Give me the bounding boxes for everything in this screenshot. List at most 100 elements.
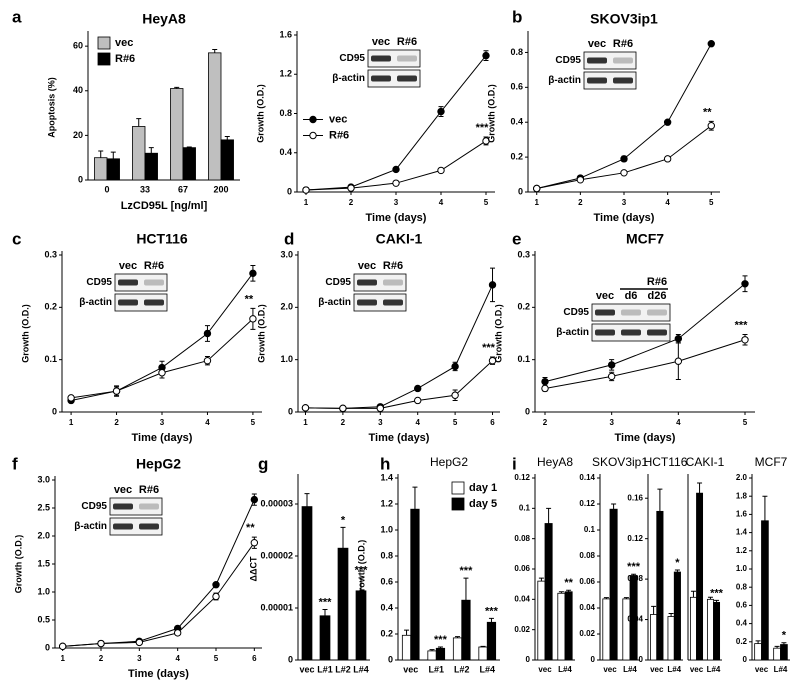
blot-frame: [583, 71, 637, 90]
y-tick-label: 0: [526, 655, 531, 664]
y-tick-label: 0.2: [510, 151, 523, 161]
blot-band: [357, 279, 377, 286]
y-tick-label: 0.08: [514, 534, 530, 543]
y-tick-label: 0.00001: [260, 602, 293, 612]
inset-lane: R#6: [397, 36, 417, 48]
y-tick-label: 40: [73, 85, 83, 95]
bar: [301, 506, 313, 661]
blot-band: [113, 523, 133, 530]
inset-row: β-actin: [79, 297, 112, 308]
significance: ***: [319, 596, 333, 608]
x-tick-label: 2: [349, 198, 354, 207]
significance: ***: [434, 634, 448, 646]
data-point: [741, 336, 749, 344]
error-bar: [623, 597, 629, 599]
y-tick-label: 0: [639, 655, 644, 664]
x-tick-label: 67: [178, 184, 188, 194]
bar: [478, 646, 488, 661]
blot-band: [144, 299, 164, 306]
y-axis-label: Growth (O.D.): [493, 304, 503, 363]
error-bar: [611, 503, 617, 510]
legend-label: vec: [329, 113, 347, 125]
inset-lane: vec: [114, 484, 132, 496]
legend-swatch: [97, 52, 111, 66]
y-tick-label: 3.0: [280, 249, 293, 259]
data-point: [302, 186, 310, 194]
blot-frame: [367, 49, 421, 68]
x-tick-label: L#1: [317, 664, 333, 674]
data-point: [347, 184, 355, 192]
y-tick-label: 0.14: [579, 473, 595, 482]
data-point: [392, 165, 400, 174]
panel-label: f: [12, 454, 18, 473]
x-tick-label: 33: [140, 184, 150, 194]
y-tick-label: 2.0: [37, 530, 50, 540]
y-tick-label: 0: [287, 186, 292, 196]
significance: ***: [476, 122, 490, 134]
x-tick-label: 4: [439, 198, 444, 207]
x-tick-label: 2: [99, 654, 104, 663]
x-tick-label: 5: [484, 198, 489, 207]
error-bar: [322, 609, 328, 616]
error-bar: [98, 150, 104, 158]
y-tick-label: 0.2: [517, 302, 530, 312]
blot-band: [595, 329, 615, 336]
bar: [461, 599, 471, 661]
inset-row: CD95: [86, 277, 112, 288]
bar: [132, 126, 146, 181]
blot-band: [621, 309, 641, 316]
y-tick-label: 0.4: [510, 117, 523, 127]
significance: *: [782, 630, 787, 642]
data-point: [158, 369, 166, 377]
x-tick-label: 4: [676, 418, 681, 427]
x-tick-label: L#4: [707, 665, 721, 674]
inset-row: β-actin: [548, 75, 581, 86]
data-point: [707, 122, 715, 130]
y-tick-label: 1.0: [37, 586, 50, 596]
data-point: [541, 377, 549, 386]
x-tick-label: vec: [650, 665, 664, 674]
inset-lane: d26: [648, 290, 667, 302]
bar: [622, 598, 631, 661]
x-tick-label: L#4: [353, 664, 369, 674]
x-tick-label: vec: [299, 664, 314, 674]
inset-lane: vec: [372, 36, 390, 48]
data-point: [414, 384, 422, 393]
y-tick-label: 0.8: [510, 47, 523, 57]
y-axis-label: Growth (O.D.): [486, 84, 496, 143]
data-point: [482, 137, 490, 145]
bar: [337, 547, 349, 661]
bar: [355, 590, 367, 661]
panel-label: e: [512, 229, 521, 248]
significance: ***: [735, 319, 749, 331]
error-bar: [714, 599, 720, 603]
error-bar: [212, 49, 218, 53]
error-bar: [674, 569, 680, 573]
data-point: [135, 638, 144, 647]
bar: [170, 88, 184, 181]
x-tick-label: L#2: [454, 664, 470, 674]
blot-band: [383, 279, 403, 286]
panel-label: b: [512, 7, 522, 26]
blot-band: [595, 309, 615, 316]
significance: ***: [482, 342, 496, 354]
x-tick-label: L#2: [335, 664, 351, 674]
data-point: [212, 581, 220, 589]
x-tick-label: L#4: [667, 665, 681, 674]
y-tick-label: 0.3: [517, 249, 530, 259]
x-tick-label: 2: [543, 418, 548, 427]
error-bar: [429, 649, 435, 651]
x-tick-label: 1: [303, 418, 308, 427]
y-tick-label: 0.4: [380, 602, 393, 612]
significance: ***: [485, 605, 499, 617]
inset-lane: vec: [596, 290, 614, 302]
x-axis-label: Time (days): [128, 668, 189, 680]
data-point: [173, 629, 182, 637]
x-tick-label: L#4: [558, 665, 572, 674]
y-axis-label: Growth (O.D.): [255, 84, 265, 143]
x-tick-label: 3: [394, 198, 399, 207]
y-tick-label: 0: [518, 186, 523, 196]
bar: [486, 621, 497, 661]
y-tick-label: 1.0: [280, 354, 293, 364]
bar: [544, 523, 553, 661]
